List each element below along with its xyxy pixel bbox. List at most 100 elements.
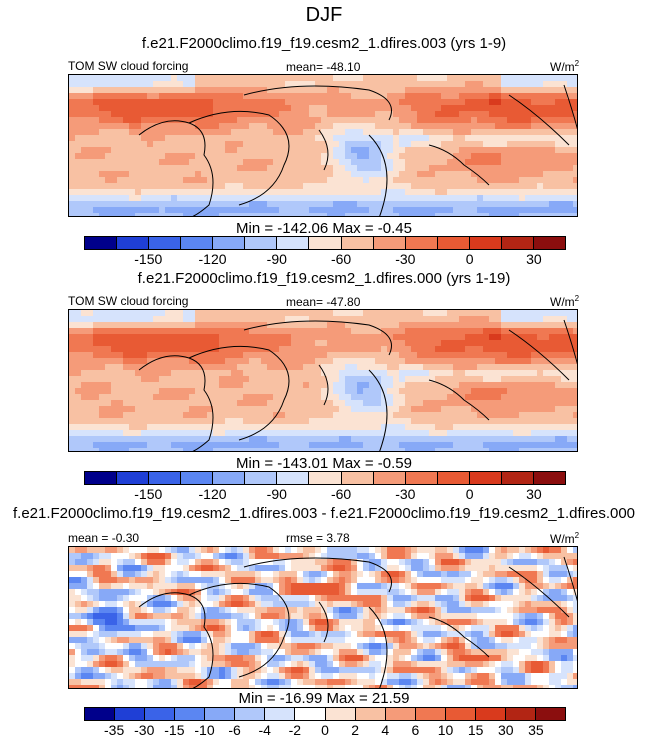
field-cell — [279, 105, 285, 111]
field-cell — [345, 93, 351, 99]
field-cell — [207, 448, 213, 451]
field-cell — [297, 553, 303, 559]
field-cell — [93, 201, 99, 207]
field-cell — [249, 589, 255, 595]
field-cell — [327, 601, 333, 607]
field-cell — [129, 213, 135, 216]
field-cell — [111, 430, 117, 436]
field-cell — [399, 316, 405, 322]
field-cell — [153, 382, 159, 388]
field-cell — [321, 547, 327, 553]
field-cell — [411, 334, 417, 340]
field-cell — [81, 406, 87, 412]
field-cell — [495, 99, 501, 105]
field-cell — [573, 364, 577, 370]
field-cell — [237, 559, 243, 565]
field-cell — [543, 442, 549, 448]
field-cell — [561, 406, 567, 412]
field-cell — [291, 346, 297, 352]
field-cell — [207, 129, 213, 135]
field-cell — [447, 394, 453, 400]
field-cell — [189, 316, 195, 322]
field-cell — [249, 201, 255, 207]
field-cell — [519, 364, 525, 370]
field-cell — [225, 183, 231, 189]
field-cell — [549, 559, 555, 565]
field-cell — [297, 81, 303, 87]
field-cell — [231, 87, 237, 93]
field-cell — [447, 436, 453, 442]
field-cell — [219, 207, 225, 213]
field-cell — [471, 328, 477, 334]
field-cell — [543, 406, 549, 412]
field-cell — [87, 595, 93, 601]
field-cell — [177, 105, 183, 111]
field-cell — [237, 316, 243, 322]
field-cell — [525, 328, 531, 334]
field-cell — [261, 418, 267, 424]
field-cell — [333, 123, 339, 129]
field-cell — [519, 577, 525, 583]
field-cell — [207, 177, 213, 183]
field-cell — [519, 195, 525, 201]
field-cell — [543, 213, 549, 216]
field-cell — [213, 424, 219, 430]
field-cell — [135, 93, 141, 99]
panel-1-map — [68, 74, 578, 217]
field-cell — [183, 553, 189, 559]
field-cell — [549, 141, 555, 147]
field-cell — [465, 159, 471, 165]
field-cell — [549, 547, 555, 553]
field-cell — [519, 382, 525, 388]
field-cell — [75, 129, 81, 135]
field-cell — [111, 207, 117, 213]
field-cell — [141, 189, 147, 195]
field-cell — [153, 400, 159, 406]
field-cell — [291, 316, 297, 322]
field-cell — [141, 382, 147, 388]
field-cell — [315, 111, 321, 117]
field-cell — [285, 183, 291, 189]
field-cell — [159, 364, 165, 370]
field-cell — [231, 207, 237, 213]
field-cell — [339, 316, 345, 322]
field-cell — [93, 376, 99, 382]
field-cell — [207, 352, 213, 358]
field-cell — [135, 201, 141, 207]
field-cell — [555, 559, 561, 565]
field-cell — [375, 346, 381, 352]
field-cell — [381, 388, 387, 394]
field-cell — [219, 412, 225, 418]
field-cell — [165, 141, 171, 147]
field-cell — [195, 424, 201, 430]
field-cell — [189, 141, 195, 147]
field-cell — [177, 171, 183, 177]
field-cell — [267, 201, 273, 207]
field-cell — [195, 141, 201, 147]
field-cell — [297, 448, 303, 451]
field-cell — [489, 418, 495, 424]
field-cell — [399, 547, 405, 553]
field-cell — [99, 382, 105, 388]
field-cell — [87, 207, 93, 213]
field-cell — [351, 394, 357, 400]
field-cell — [237, 577, 243, 583]
field-cell — [531, 595, 537, 601]
field-cell — [411, 358, 417, 364]
field-cell — [537, 87, 543, 93]
field-cell — [153, 123, 159, 129]
field-cell — [387, 394, 393, 400]
field-cell — [243, 583, 249, 589]
field-cell — [357, 382, 363, 388]
field-cell — [183, 117, 189, 123]
field-cell — [477, 153, 483, 159]
field-cell — [519, 430, 525, 436]
field-cell — [207, 147, 213, 153]
field-cell — [459, 75, 465, 81]
field-cell — [171, 316, 177, 322]
field-cell — [183, 565, 189, 571]
field-cell — [141, 400, 147, 406]
field-cell — [267, 111, 273, 117]
field-cell — [447, 153, 453, 159]
field-cell — [327, 153, 333, 159]
